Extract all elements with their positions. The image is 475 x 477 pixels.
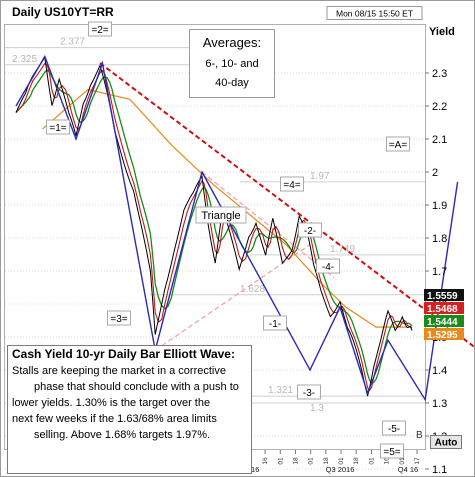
- x-tick-label: 18: [323, 457, 330, 465]
- wave-label-box: [46, 119, 70, 135]
- timestamp: Mon 08/15 15:50 ET: [336, 9, 413, 19]
- averages-label: Averages:: [203, 35, 261, 50]
- x-tick-label: 01: [308, 457, 315, 465]
- x-tick-label: 18: [353, 457, 360, 465]
- wave-label: -2-: [304, 226, 316, 237]
- timestamp-box: [326, 6, 423, 20]
- y-axis: 2.32.22.121.91.81.71.61.51.41.31.21.1: [425, 68, 447, 476]
- y-tick-label: 2: [432, 167, 438, 179]
- auto-button-label[interactable]: Auto: [435, 438, 458, 449]
- y-tick-label: 2.1: [432, 134, 447, 146]
- wave-label: =A=: [389, 140, 408, 151]
- level-label: 1.749: [330, 244, 355, 255]
- level-label: 1.3: [310, 403, 324, 414]
- wave-label-box: [88, 21, 112, 37]
- price-tag-label: 1.5444: [427, 317, 458, 328]
- ma10-line: [15, 69, 413, 384]
- y-tick-label: 1.7: [432, 266, 447, 278]
- level-label: 1.321: [268, 385, 293, 396]
- wave-label: -3-: [303, 388, 315, 399]
- x-tick-label: 01: [399, 457, 406, 465]
- downtrend-line: [99, 62, 475, 349]
- elliott-wave-path: [15, 54, 459, 402]
- ma6-line: [15, 62, 413, 392]
- wave-label-box: [316, 258, 340, 274]
- price-tag-label: 1.5468: [427, 304, 458, 315]
- triangle-upper: [201, 171, 335, 279]
- x-tick-label: 01: [368, 457, 375, 465]
- price-tag: [424, 302, 464, 314]
- y-tick-label: 1.8: [432, 233, 447, 245]
- annotation-line: lower yields. 1.30% is the target over t…: [12, 397, 210, 409]
- x-tick-label: 01: [338, 457, 345, 465]
- y-tick-label: 2.2: [432, 101, 447, 113]
- y-tick-label: 1.9: [432, 200, 447, 212]
- x-group-label: Q4 16: [398, 465, 418, 474]
- averages-text: 6-, 10- and: [205, 58, 258, 70]
- wave-labels: =2= =1= =3= =4= =A= -1- -2- -3- -4- -5- =5= Triangl…: [46, 21, 410, 459]
- price-tag: [424, 289, 464, 301]
- ma40-line: [42, 88, 406, 328]
- wave-label: -4-: [322, 262, 334, 273]
- level-label: 1.628: [240, 284, 265, 295]
- price-tag: [424, 328, 464, 340]
- wave-label: =2=: [91, 25, 108, 36]
- x-tick-label: 16: [384, 457, 391, 465]
- x-tick-label: 01: [277, 457, 284, 465]
- level-label: 2.377: [60, 37, 85, 48]
- wave-label-box: [107, 310, 131, 326]
- level-label: 2.325: [12, 54, 37, 65]
- auto-button[interactable]: [430, 435, 462, 449]
- y-axis-label: Yield: [429, 26, 455, 38]
- wave-label-box: [380, 443, 404, 459]
- annotation-line: phase that should conclude with a push t…: [34, 381, 239, 393]
- wave-lines: [15, 54, 459, 402]
- annotation-line: selling. Above 1.68% targets 1.97%.: [34, 429, 210, 441]
- y-tick-label: 1.4: [432, 365, 447, 377]
- wave-label: -1-: [269, 319, 281, 330]
- x-tick-label: 18: [293, 457, 300, 465]
- y-tick-label: 1.1: [432, 464, 447, 476]
- wave-label-box: [297, 384, 321, 400]
- wave-label-box: [386, 136, 410, 152]
- wave-label-box: [382, 420, 406, 436]
- wave-label-box: [298, 222, 322, 238]
- triangle-label: Triangle: [201, 210, 240, 222]
- annotation-line: Stalls are keeping the market in a corre…: [12, 365, 226, 377]
- y-tick-label: 2.3: [432, 68, 447, 80]
- x-tick-label: 17: [414, 457, 421, 465]
- averages-box: [189, 29, 275, 98]
- corner-b: B: [416, 430, 423, 441]
- wave-label: -5-: [388, 424, 400, 435]
- price-tag-label: 1.5295: [427, 330, 458, 341]
- price-tag-label: 1.5559: [427, 291, 458, 302]
- chart-title: Daily US10YT=RR: [12, 5, 114, 19]
- triangle-label-box: [195, 206, 247, 224]
- wave-label-box: [280, 176, 304, 192]
- wave-label-box: [263, 315, 287, 331]
- wave-label: =5=: [383, 447, 400, 458]
- x-group-label: Q3 2016: [326, 465, 355, 474]
- level-label: 1.97: [310, 171, 330, 182]
- price-tags: 1.5559 1.5468 1.5444 1.5295: [424, 289, 464, 341]
- x-tick-label: 16: [262, 457, 269, 465]
- annotation-box: Cash Yield 10-yr Daily Bar Elliott Wave:…: [7, 345, 252, 474]
- wave-label: =4=: [283, 180, 300, 191]
- annotation-title: Cash Yield 10-yr Daily Bar Elliott Wave:: [12, 347, 235, 361]
- annotation-line: next few weeks if the 1.63/68% area limi…: [12, 413, 217, 425]
- wave-label: =1=: [49, 123, 66, 134]
- y-tick-label: 1.3: [432, 398, 447, 410]
- wave-label: =3=: [110, 314, 127, 325]
- triangle-lower: [154, 244, 311, 351]
- averages-text-2: 40-day: [215, 77, 249, 89]
- trendlines: [99, 62, 475, 351]
- price-tag: [424, 315, 464, 327]
